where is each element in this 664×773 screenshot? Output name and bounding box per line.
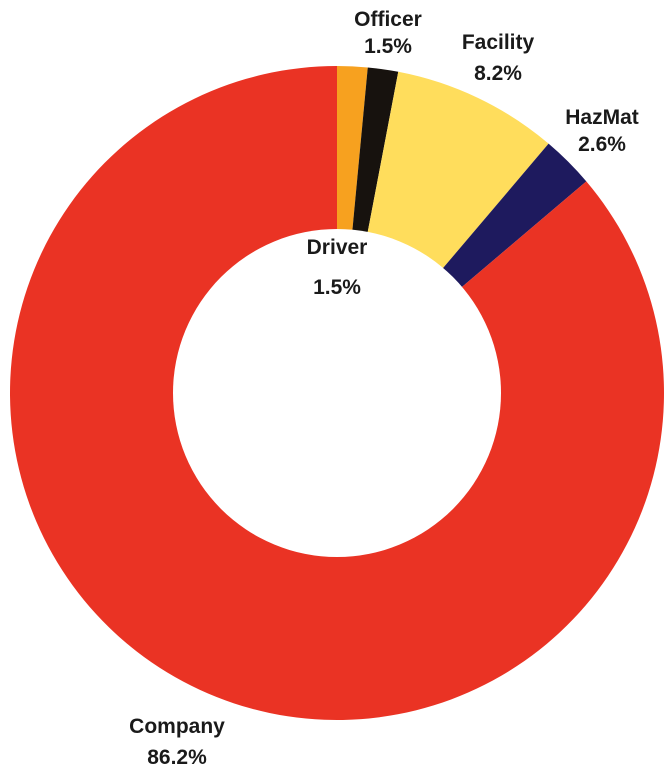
label-facility-name: Facility: [462, 31, 535, 54]
label-facility-value: 8.2%: [474, 62, 522, 85]
label-hazmat-name: HazMat: [565, 106, 639, 129]
label-driver-value: 1.5%: [313, 276, 361, 299]
donut-hole: [173, 229, 501, 557]
label-driver-name: Driver: [307, 236, 368, 259]
label-officer-value: 1.5%: [364, 35, 412, 58]
label-company-value: 86.2%: [147, 746, 207, 769]
label-hazmat-value: 2.6%: [578, 133, 626, 156]
label-officer-name: Officer: [354, 8, 422, 31]
label-company-name: Company: [129, 715, 225, 738]
